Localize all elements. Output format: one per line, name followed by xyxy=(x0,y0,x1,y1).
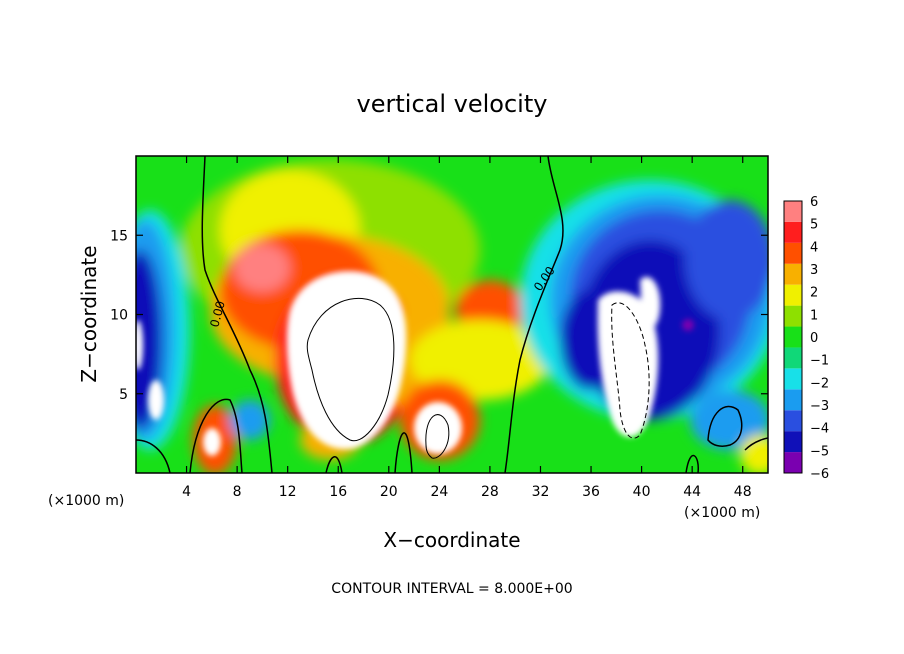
colorbar-swatch xyxy=(784,410,802,432)
colorbar-tick-label: 1 xyxy=(810,308,818,323)
colorbar-tick-label: 2 xyxy=(810,286,818,301)
x-tick-label: 24 xyxy=(430,484,448,500)
x-tick-label: 4 xyxy=(182,484,191,500)
colorbar-swatch xyxy=(784,326,802,348)
colorbar-tick-label: 6 xyxy=(810,195,818,210)
colorbar-tick-label: 3 xyxy=(810,263,818,278)
x-tick-label: 8 xyxy=(233,484,242,500)
x-tick-label: 32 xyxy=(532,484,550,500)
x-axis: 4 8 12 16 20 24 28 32 36 40 44 48 xyxy=(182,156,752,500)
contour-lines xyxy=(136,156,768,473)
x-unit-label-left: (×1000 m) xyxy=(48,493,124,509)
chart-title: vertical velocity xyxy=(357,90,548,118)
colorbar-frame xyxy=(783,200,803,474)
x-tick-label: 44 xyxy=(683,484,701,500)
y-tick-label: 15 xyxy=(110,228,128,244)
colorbar-swatch xyxy=(784,221,802,243)
colorbar-tick-label: −6 xyxy=(810,467,829,482)
colorbar-swatch xyxy=(784,263,802,285)
colorbar-tick-label: 0 xyxy=(810,331,818,346)
colorbar-tick-label: 5 xyxy=(810,218,818,233)
colorbar-swatch xyxy=(784,368,802,390)
y-axis: 5 10 15 xyxy=(110,228,768,403)
colorbar-tick-label: −2 xyxy=(810,376,829,391)
colorbar-tick-label: −5 xyxy=(810,444,829,459)
y-tick-label: 5 xyxy=(119,387,128,403)
colorbar-swatch xyxy=(784,389,802,411)
contour-label-left: 0.00 xyxy=(207,299,227,328)
x-axis-label: X−coordinate xyxy=(383,528,520,552)
colorbar: 6 5 4 3 2 1 0 −1 −2 −3 −4 −5 −6 xyxy=(783,195,829,482)
colorbar-swatch xyxy=(784,284,802,306)
y-axis-label: Z−coordinate xyxy=(77,245,101,382)
colorbar-tick-label: −3 xyxy=(810,399,829,414)
colorbar-swatch xyxy=(784,452,802,473)
colorbar-swatch xyxy=(784,201,802,222)
colorbar-tick-label: 4 xyxy=(810,240,818,255)
heatmap-field xyxy=(136,156,768,473)
x-tick-label: 48 xyxy=(734,484,752,500)
x-unit-label-right: (×1000 m) xyxy=(684,505,760,521)
y-tick-label: 10 xyxy=(110,308,128,324)
x-tick-label: 12 xyxy=(279,484,297,500)
x-tick-label: 20 xyxy=(380,484,398,500)
x-tick-label: 40 xyxy=(633,484,651,500)
colorbar-swatch xyxy=(784,305,802,327)
colorbar-swatch xyxy=(784,242,802,264)
colorbar-swatch xyxy=(784,347,802,369)
contour-interval-note: CONTOUR INTERVAL = 8.000E+00 xyxy=(331,581,572,597)
x-tick-label: 16 xyxy=(329,484,347,500)
colorbar-tick-label: −4 xyxy=(810,422,829,437)
colorbar-swatch xyxy=(784,431,802,453)
colorbar-tick-label: −1 xyxy=(810,354,829,369)
x-tick-label: 36 xyxy=(582,484,600,500)
x-tick-label: 28 xyxy=(481,484,499,500)
